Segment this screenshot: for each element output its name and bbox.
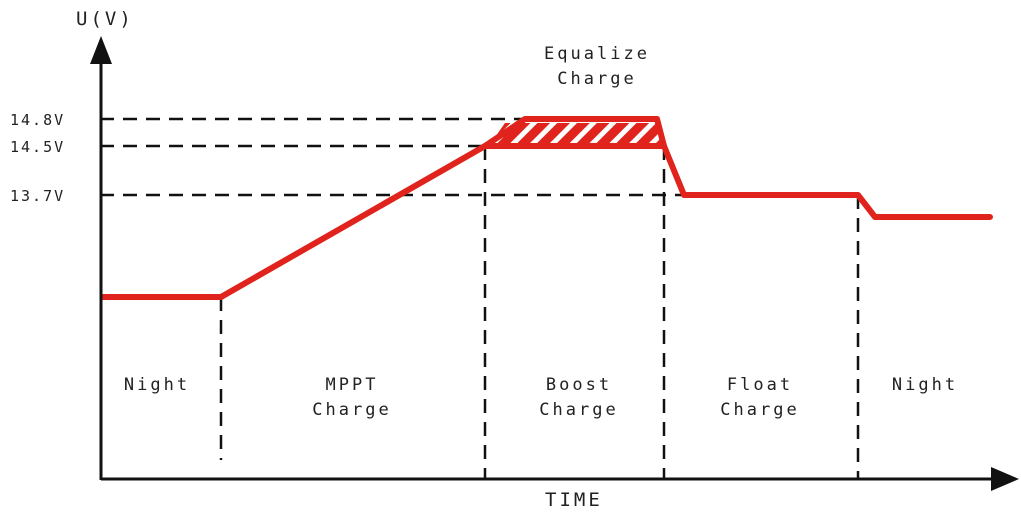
stage-dividers (219, 146, 860, 478)
equalize-curve (482, 116, 667, 149)
voltage-reference-lines (100, 117, 684, 197)
tick-label-13-7v: 13.7V (10, 187, 65, 205)
y-axis-label: U(V) (76, 8, 134, 30)
stage-label-mppt-line2: Charge (312, 400, 391, 420)
stage-label-equalize-line2: Charge (557, 69, 636, 89)
stage-label-equalize-line1: Equalize (544, 44, 650, 64)
stage-label-night-end: Night (892, 375, 958, 395)
x-axis-arrow (991, 467, 1019, 491)
stage-label-float-line2: Charge (720, 400, 799, 420)
stage-label-mppt-line1: MPPT (326, 375, 379, 395)
stage-label-float-line1: Float (727, 375, 793, 395)
equalize-region (491, 123, 661, 143)
tick-label-14-8v: 14.8V (10, 111, 65, 129)
y-axis-arrow (90, 36, 112, 64)
stage-label-boost-line1: Boost (546, 375, 612, 395)
tick-label-14-5v: 14.5V (10, 138, 65, 156)
voltage-curve (100, 143, 993, 300)
axes (90, 36, 1019, 491)
stage-label-boost-line2: Charge (539, 400, 618, 420)
x-axis-label: TIME (545, 489, 603, 511)
stage-label-night-start: Night (124, 375, 190, 395)
